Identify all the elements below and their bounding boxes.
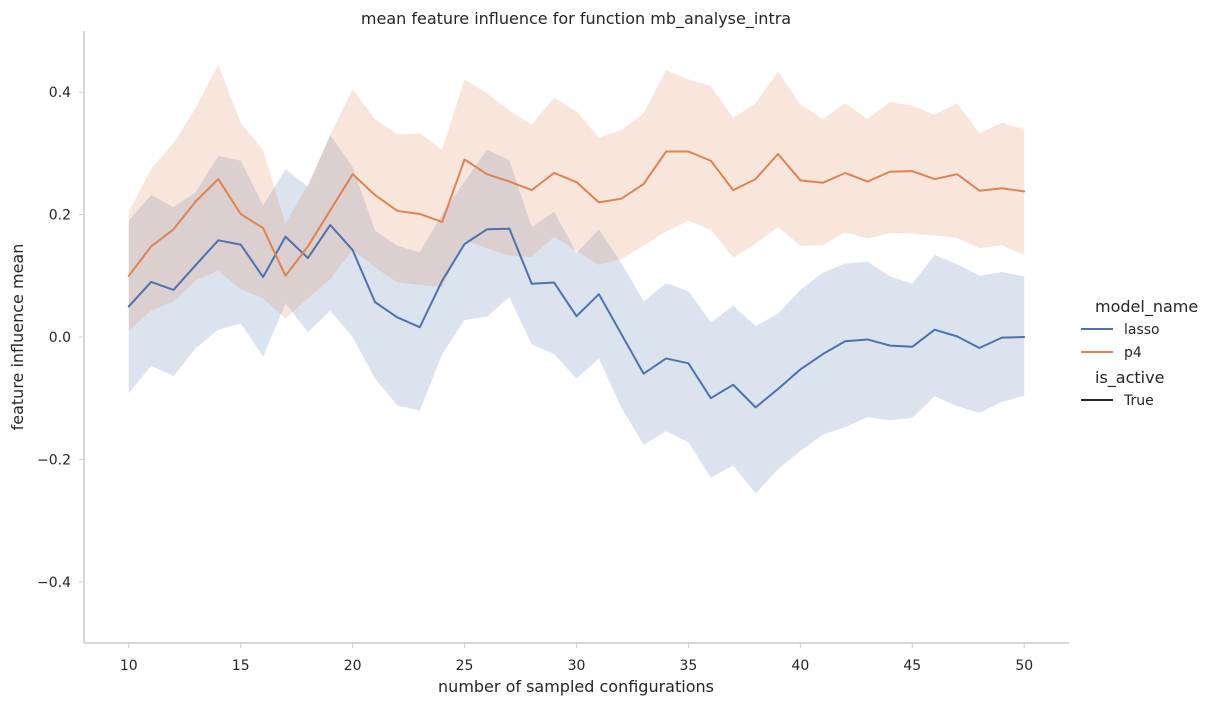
y-ticks: 0.4 0.2 0.0 −0.2 −0.4 bbox=[37, 85, 84, 591]
y-tick-label: 0.0 bbox=[49, 330, 71, 346]
y-tick-label: 0.2 bbox=[49, 208, 71, 224]
y-tick-label: 0.4 bbox=[49, 85, 71, 101]
legend-title: model_name bbox=[1095, 297, 1198, 317]
x-tick-label: 10 bbox=[120, 658, 138, 674]
x-tick-label: 45 bbox=[903, 658, 921, 674]
x-axis-label: number of sampled configurations bbox=[438, 677, 714, 696]
x-tick-label: 15 bbox=[232, 658, 250, 674]
x-tick-label: 40 bbox=[791, 658, 809, 674]
series-line-lasso bbox=[127, 224, 1026, 409]
x-tick-label: 50 bbox=[1015, 658, 1033, 674]
confidence-bands bbox=[128, 64, 1025, 494]
x-tick-label: 30 bbox=[568, 658, 586, 674]
confidence-band-p4 bbox=[128, 64, 1025, 331]
confidence-band-lasso bbox=[128, 135, 1025, 494]
legend-style-title: is_active bbox=[1095, 368, 1164, 388]
series-lines bbox=[127, 150, 1026, 409]
x-ticks: 10 15 20 25 30 35 40 45 50 bbox=[120, 643, 1033, 674]
chart-title: mean feature influence for function mb_a… bbox=[361, 9, 791, 29]
legend-label-true: True bbox=[1123, 393, 1154, 409]
legend: model_name lasso p4 is_active True bbox=[1081, 297, 1198, 409]
y-tick-label: −0.4 bbox=[37, 575, 71, 591]
x-tick-label: 20 bbox=[344, 658, 362, 674]
x-tick-label: 25 bbox=[456, 658, 474, 674]
series-line-p4 bbox=[127, 150, 1026, 277]
legend-label-p4: p4 bbox=[1124, 345, 1142, 361]
y-tick-label: −0.2 bbox=[37, 452, 71, 468]
y-axis-label: feature influence mean bbox=[8, 244, 27, 431]
x-tick-label: 35 bbox=[680, 658, 698, 674]
legend-label-lasso: lasso bbox=[1124, 322, 1160, 338]
